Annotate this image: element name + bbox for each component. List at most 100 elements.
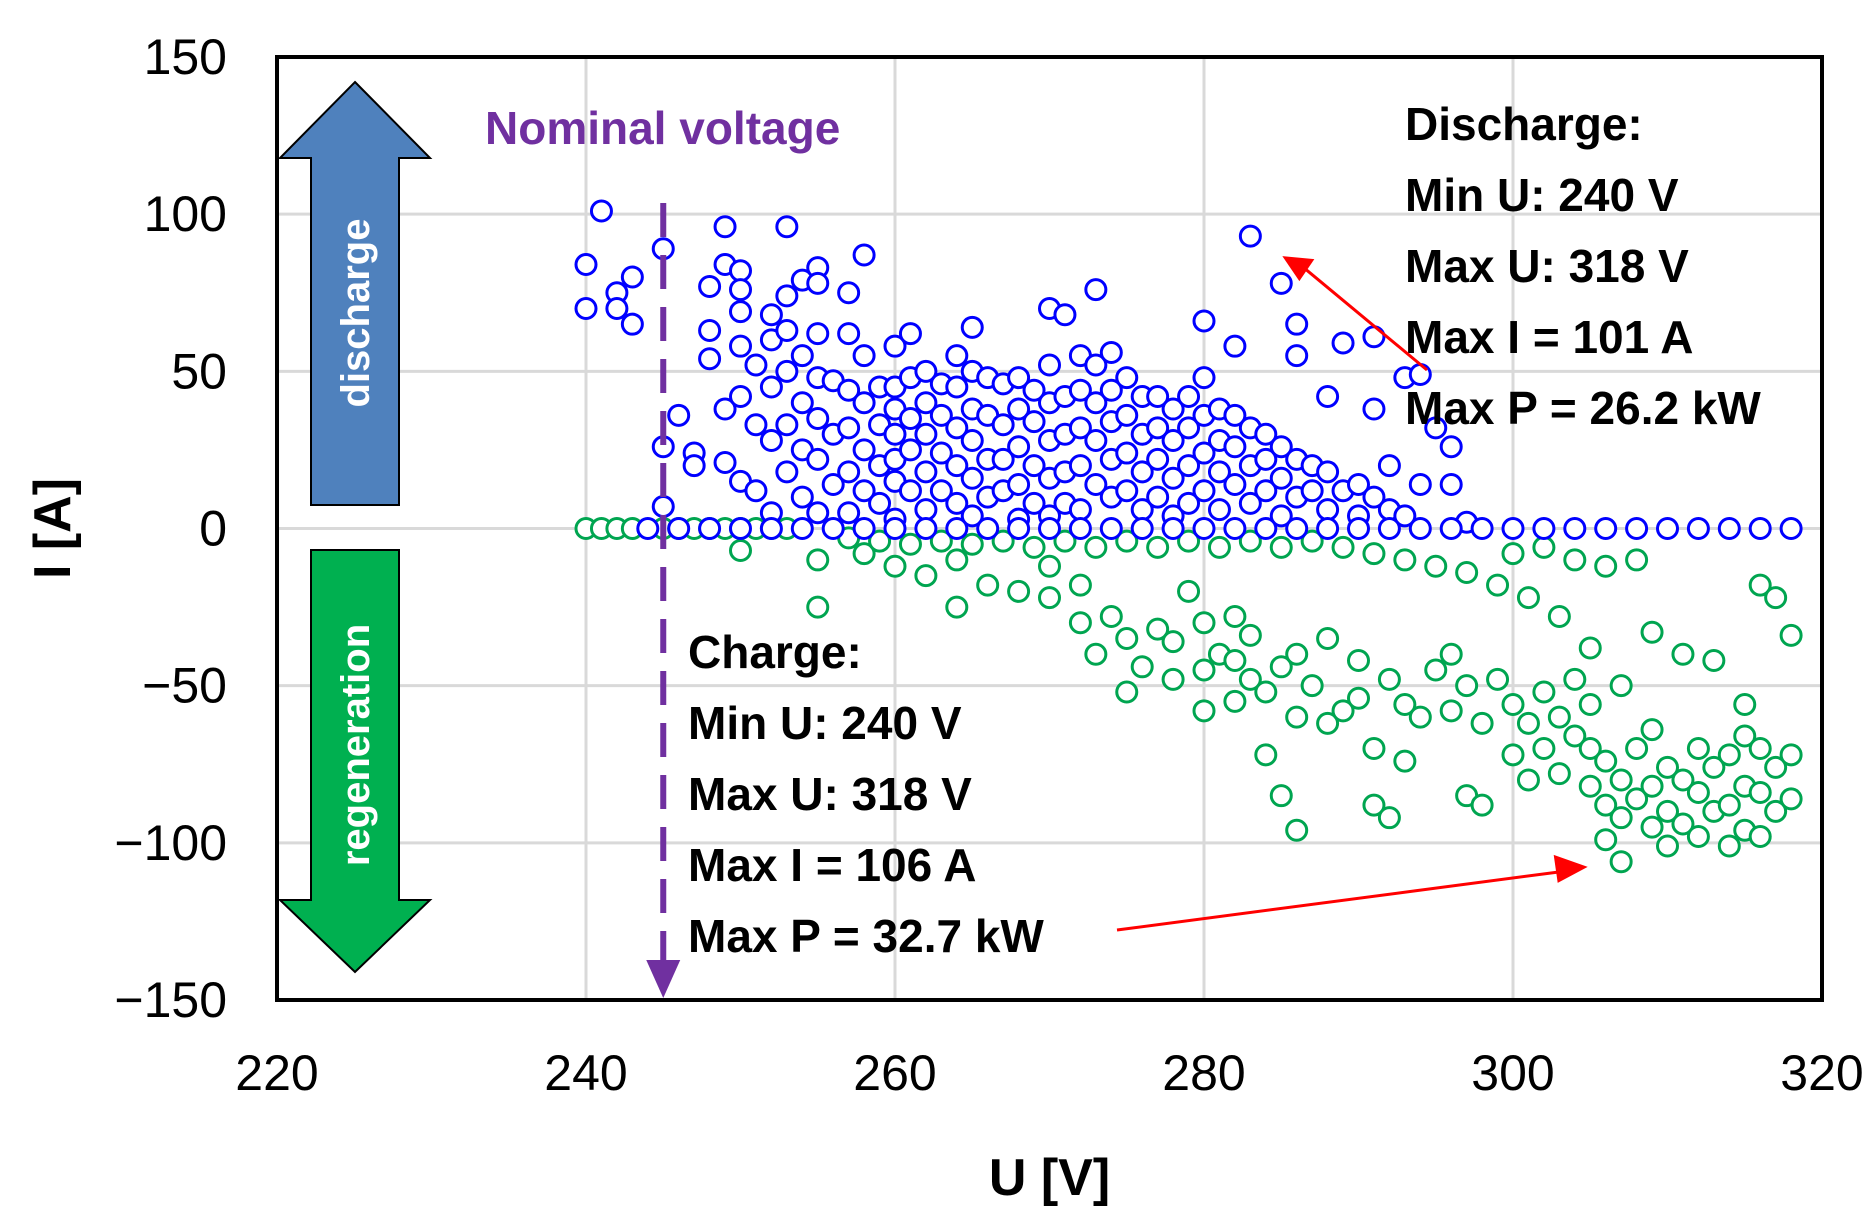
discharge-point	[775, 460, 799, 484]
discharge-point	[806, 271, 830, 295]
discharge-point	[1022, 454, 1046, 478]
charge-point	[1640, 774, 1664, 798]
y-tick-label: 100	[144, 186, 227, 242]
charge-point	[1594, 554, 1618, 578]
discharge-point	[790, 485, 814, 509]
charge-point	[1424, 554, 1448, 578]
discharge-point	[1115, 479, 1139, 503]
charge-point	[1501, 743, 1525, 767]
discharge-point	[1532, 517, 1556, 540]
discharge-point	[806, 406, 830, 430]
discharge-point	[1177, 491, 1201, 515]
discharge-point	[744, 479, 768, 503]
discharge-point	[852, 344, 876, 368]
discharge-point	[1563, 517, 1587, 540]
charge-max-pointer	[1116, 870, 1560, 932]
discharge-point	[883, 334, 907, 358]
discharge-max-pointer-head	[1282, 256, 1315, 282]
discharge-point	[790, 344, 814, 368]
charge-point	[1223, 649, 1247, 673]
discharge-point	[729, 259, 752, 283]
discharge-point	[1084, 428, 1108, 452]
discharge-point	[837, 501, 861, 525]
charge-point	[1316, 711, 1340, 735]
x-axis-title: U [V]	[989, 1149, 1110, 1207]
discharge-point	[1084, 472, 1108, 496]
discharge-point	[1068, 454, 1092, 478]
charge-point	[1254, 743, 1278, 767]
discharge-point	[574, 296, 598, 320]
discharge-point	[1347, 517, 1370, 540]
charge-point	[1084, 642, 1108, 666]
charge-annotation-line: Max U: 318 V	[688, 768, 972, 820]
discharge-point	[1300, 479, 1324, 503]
discharge-point	[1377, 517, 1401, 540]
discharge-point	[775, 359, 799, 383]
discharge-point	[1223, 334, 1247, 358]
charge-point	[1717, 834, 1741, 858]
discharge-point	[852, 479, 876, 503]
discharge-point	[806, 322, 830, 346]
discharge-point	[821, 472, 845, 496]
discharge-point	[1316, 517, 1340, 540]
regeneration-arrow	[277, 549, 433, 974]
discharge-point	[914, 517, 938, 540]
charge-point	[1547, 605, 1571, 629]
charge-point	[1733, 724, 1757, 748]
discharge-point	[945, 517, 969, 540]
discharge-point	[929, 441, 953, 465]
charge-point	[1532, 535, 1556, 559]
charge-annotation-line: Min U: 240 V	[688, 697, 962, 749]
charge-point	[1779, 743, 1803, 767]
discharge-point	[1007, 435, 1031, 459]
discharge-point	[651, 494, 675, 518]
discharge-point	[1161, 466, 1185, 490]
charge-point	[1192, 611, 1216, 635]
discharge-point	[1007, 397, 1031, 421]
discharge-point	[1377, 454, 1401, 478]
charge-point	[1671, 768, 1695, 792]
charge-point	[1717, 793, 1741, 817]
discharge-point	[1316, 384, 1340, 408]
discharge-point	[1470, 517, 1494, 540]
discharge-point	[945, 344, 969, 368]
discharge-annotation-line: Max I = 101 A	[1405, 311, 1694, 363]
discharge-point	[1022, 410, 1046, 434]
discharge-point	[960, 504, 984, 528]
charge-max-pointer-head	[1553, 854, 1588, 883]
x-tick-label: 300	[1471, 1045, 1554, 1101]
discharge-point	[1084, 278, 1108, 302]
charge-point	[1594, 828, 1618, 852]
discharge-point	[960, 466, 984, 490]
charge-point	[1547, 705, 1571, 729]
discharge-point	[1022, 491, 1046, 515]
charge-point	[1038, 586, 1061, 610]
discharge-point	[620, 312, 644, 336]
discharge-point	[1223, 435, 1247, 459]
charge-point	[1300, 529, 1324, 553]
y-tick-label: 150	[144, 29, 227, 85]
charge-point	[976, 573, 1000, 597]
charge-point	[1285, 642, 1309, 666]
charge-point	[1455, 674, 1479, 698]
charge-point	[1393, 693, 1417, 717]
y-tick-label: 0	[199, 501, 227, 557]
charge-point	[1625, 737, 1649, 761]
discharge-point	[1316, 460, 1340, 484]
charge-point	[1439, 699, 1463, 723]
charge-point	[1671, 812, 1695, 836]
discharge-point	[945, 375, 969, 399]
charge-point	[1486, 667, 1510, 691]
discharge-point	[1285, 344, 1309, 368]
discharge-point	[1022, 378, 1046, 402]
charge-point	[1625, 548, 1649, 572]
discharge-point	[1223, 403, 1247, 427]
discharge-point	[1207, 498, 1231, 522]
discharge-point	[1130, 517, 1154, 540]
charge-point	[806, 548, 830, 572]
discharge-point	[1501, 517, 1525, 540]
charge-point	[1748, 781, 1772, 805]
charge-point	[1130, 655, 1154, 679]
discharge-point	[852, 438, 876, 462]
